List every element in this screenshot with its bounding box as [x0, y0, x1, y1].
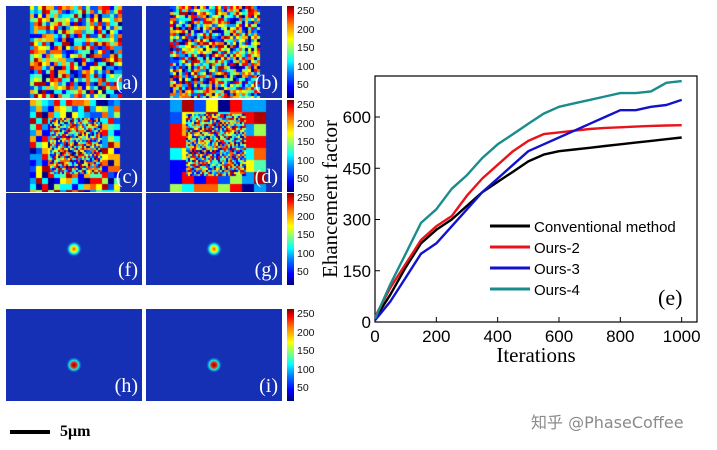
legend-label: Conventional method — [534, 219, 676, 236]
series-line — [373, 79, 682, 320]
y-tick-label: 0 — [362, 313, 371, 332]
colorbar-tick: 200 — [297, 117, 315, 130]
x-tick-label: 400 — [483, 327, 511, 346]
image-panel: (a) — [6, 6, 142, 98]
y-tick-label: 450 — [343, 159, 371, 178]
image-panel: (i) — [146, 309, 282, 401]
colorbar-tick: 250 — [297, 192, 315, 204]
colorbar-tick: 250 — [297, 99, 315, 111]
colorbar-tick: 100 — [297, 60, 315, 73]
image-panel: (g) — [146, 193, 282, 285]
colorbar-tick: 250 — [297, 308, 315, 320]
colorbar — [287, 6, 294, 98]
panel-label: (c) — [115, 166, 138, 188]
series-line — [373, 124, 682, 318]
colorbar-tick: 50 — [297, 382, 309, 394]
colorbar-tick: 150 — [297, 229, 315, 241]
colorbar-tick: 50 — [297, 173, 309, 185]
legend-label: Ours-4 — [534, 282, 580, 299]
panel-image — [6, 100, 142, 192]
image-panel: (f) — [6, 193, 142, 285]
x-tick-label: 1000 — [663, 327, 701, 346]
panel-label: (d) — [254, 166, 278, 188]
panel-label: (g) — [254, 259, 278, 281]
panel-image — [6, 6, 142, 98]
colorbar-tick: 200 — [297, 210, 315, 223]
panel-image — [146, 100, 282, 192]
colorbar-tick: 200 — [297, 23, 315, 36]
colorbar — [287, 100, 294, 192]
legend-label: Ours-2 — [534, 240, 580, 257]
panel-image — [146, 193, 282, 285]
colorbar-tick: 150 — [297, 42, 315, 54]
x-tick-label: 600 — [545, 327, 573, 346]
scale-bar-label: 5μm — [60, 423, 91, 440]
colorbar-tick: 50 — [297, 79, 309, 91]
panel-image — [6, 309, 142, 401]
panel-image — [146, 6, 282, 98]
y-axis-label: Ehancement factor — [318, 120, 342, 278]
panel-label: (a) — [115, 72, 138, 94]
x-tick-label: 800 — [606, 327, 634, 346]
y-tick-label: 300 — [343, 211, 371, 230]
colorbar-tick: 100 — [297, 247, 315, 260]
colorbar-tick: 250 — [297, 5, 315, 17]
image-panel: (d) — [146, 100, 282, 192]
scale-bar — [10, 430, 50, 434]
series-line — [373, 136, 682, 320]
colorbar-tick: 100 — [297, 154, 315, 167]
series-line — [374, 98, 683, 322]
panel-label: (f) — [118, 259, 138, 281]
y-tick-label: 150 — [343, 262, 371, 281]
colorbar — [287, 309, 294, 401]
panel-label: (h) — [114, 375, 138, 397]
watermark: 知乎 @PhaseCoffee — [531, 413, 684, 432]
colorbar-tick: 150 — [297, 345, 315, 357]
image-panel: (c) — [6, 100, 142, 192]
colorbar-tick: 50 — [297, 266, 309, 278]
image-panel: (b) — [146, 6, 282, 98]
plot-frame — [374, 75, 698, 323]
panel-image — [6, 193, 142, 285]
y-tick-label: 600 — [343, 108, 371, 127]
x-tick-label: 200 — [422, 327, 450, 346]
colorbar — [287, 193, 294, 285]
x-axis-label: Iterations — [496, 343, 575, 367]
panel-annotation: (e) — [658, 285, 682, 310]
colorbar-tick: 200 — [297, 326, 315, 339]
colorbar-tick: 150 — [297, 136, 315, 148]
panel-label: (i) — [259, 375, 278, 397]
panel-image — [146, 309, 282, 401]
image-panel: (h) — [6, 309, 142, 401]
legend-label: Ours-3 — [534, 261, 580, 278]
x-tick-label: 0 — [370, 327, 379, 346]
panel-label: (b) — [254, 72, 278, 94]
colorbar-tick: 100 — [297, 363, 315, 376]
